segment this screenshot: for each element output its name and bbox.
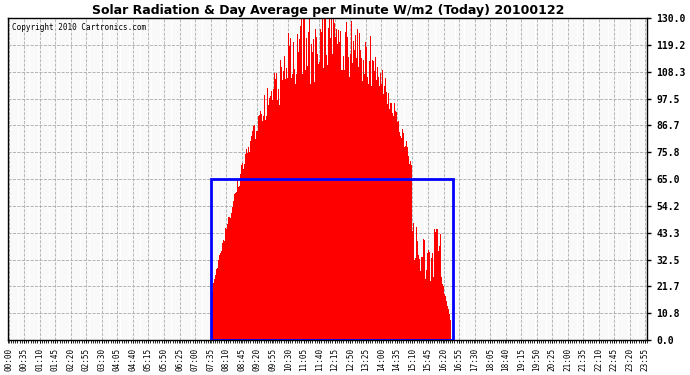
Bar bbox=[211, 179, 453, 340]
Title: Solar Radiation & Day Average per Minute W/m2 (Today) 20100122: Solar Radiation & Day Average per Minute… bbox=[92, 4, 564, 17]
Text: Copyright 2010 Cartronics.com: Copyright 2010 Cartronics.com bbox=[12, 23, 146, 32]
